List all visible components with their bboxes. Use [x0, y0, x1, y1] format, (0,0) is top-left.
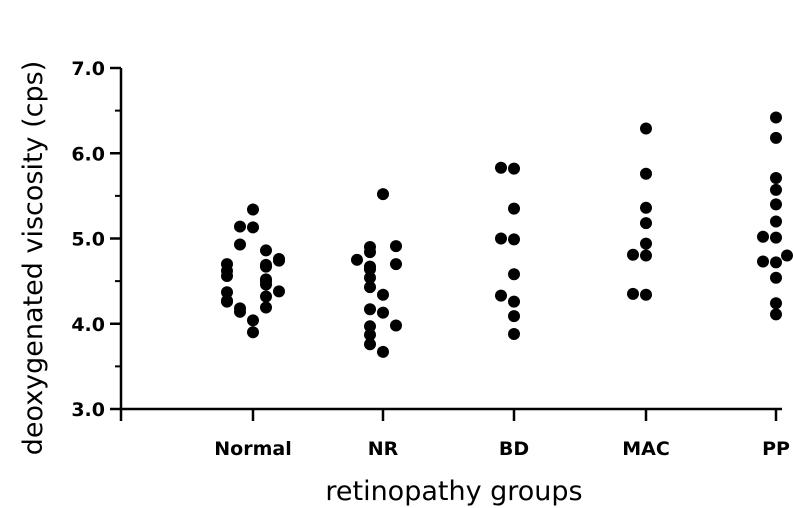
data-point: [495, 161, 507, 174]
data-point: [260, 244, 272, 257]
data-point: [260, 301, 272, 314]
x-axis-title: retinopathy groups: [325, 476, 582, 507]
data-point: [508, 162, 520, 175]
data-point: [377, 306, 389, 319]
data-point: [508, 327, 520, 340]
data-point: [364, 338, 376, 351]
data-point: [273, 252, 285, 265]
data-point: [770, 171, 782, 184]
data-point: [364, 281, 376, 294]
data-point: [770, 308, 782, 321]
data-point: [351, 253, 363, 266]
data-point: [757, 230, 769, 243]
data-point: [770, 297, 782, 310]
data-point: [770, 256, 782, 269]
data-points: [221, 111, 793, 358]
axes: [119, 68, 782, 411]
y-tick-label: 5.0: [71, 229, 105, 251]
data-point: [221, 286, 233, 299]
y-tick-label: 3.0: [71, 399, 105, 421]
data-point: [640, 167, 652, 180]
data-point: [770, 131, 782, 144]
data-point: [640, 201, 652, 214]
data-point: [390, 258, 402, 271]
x-tick-label: PP: [762, 438, 790, 460]
y-tick-label: 6.0: [71, 143, 105, 165]
data-point: [770, 111, 782, 124]
data-point: [260, 273, 272, 286]
data-point: [770, 198, 782, 211]
data-point: [508, 268, 520, 281]
data-point: [781, 249, 793, 262]
data-point: [495, 232, 507, 245]
data-point: [640, 249, 652, 262]
y-axis-title: deoxygenated viscosity (cps): [18, 61, 49, 455]
data-point: [364, 328, 376, 341]
data-point: [234, 220, 246, 233]
data-point: [508, 310, 520, 323]
data-point: [627, 248, 639, 261]
data-point: [247, 221, 259, 234]
data-point: [247, 203, 259, 216]
x-ticks: Normal NR BD MAC PP: [119, 409, 790, 460]
data-point: [273, 285, 285, 298]
data-point: [234, 302, 246, 315]
data-point: [377, 345, 389, 358]
y-ticks: 3.0 4.0 5.0 6.0 7.0: [71, 58, 121, 421]
data-point: [377, 188, 389, 201]
data-point: [247, 314, 259, 327]
data-point: [221, 294, 233, 307]
data-point: [640, 237, 652, 250]
data-point: [377, 288, 389, 301]
data-point: [757, 255, 769, 268]
data-point: [364, 303, 376, 316]
data-point: [508, 295, 520, 308]
data-point: [364, 271, 376, 284]
y-tick-label: 7.0: [71, 58, 105, 80]
data-point: [247, 326, 259, 339]
x-tick-label: NR: [368, 438, 399, 460]
data-point: [221, 258, 233, 271]
data-point: [640, 217, 652, 230]
data-point: [364, 241, 376, 254]
data-point: [364, 320, 376, 333]
data-point: [508, 233, 520, 246]
data-point: [390, 240, 402, 253]
data-point: [770, 183, 782, 196]
data-point: [640, 122, 652, 135]
data-point: [770, 231, 782, 244]
data-point: [364, 260, 376, 273]
data-point: [627, 287, 639, 300]
y-tick-label: 4.0: [71, 314, 105, 336]
data-point: [508, 202, 520, 215]
data-point: [495, 289, 507, 302]
data-point: [770, 271, 782, 284]
data-point: [770, 215, 782, 228]
x-tick-label: BD: [499, 438, 529, 460]
x-tick-label: Normal: [214, 438, 291, 460]
data-point: [260, 258, 272, 271]
data-point: [234, 238, 246, 251]
data-point: [640, 288, 652, 301]
data-point: [260, 290, 272, 303]
data-point: [390, 319, 402, 332]
x-tick-label: MAC: [622, 438, 670, 460]
